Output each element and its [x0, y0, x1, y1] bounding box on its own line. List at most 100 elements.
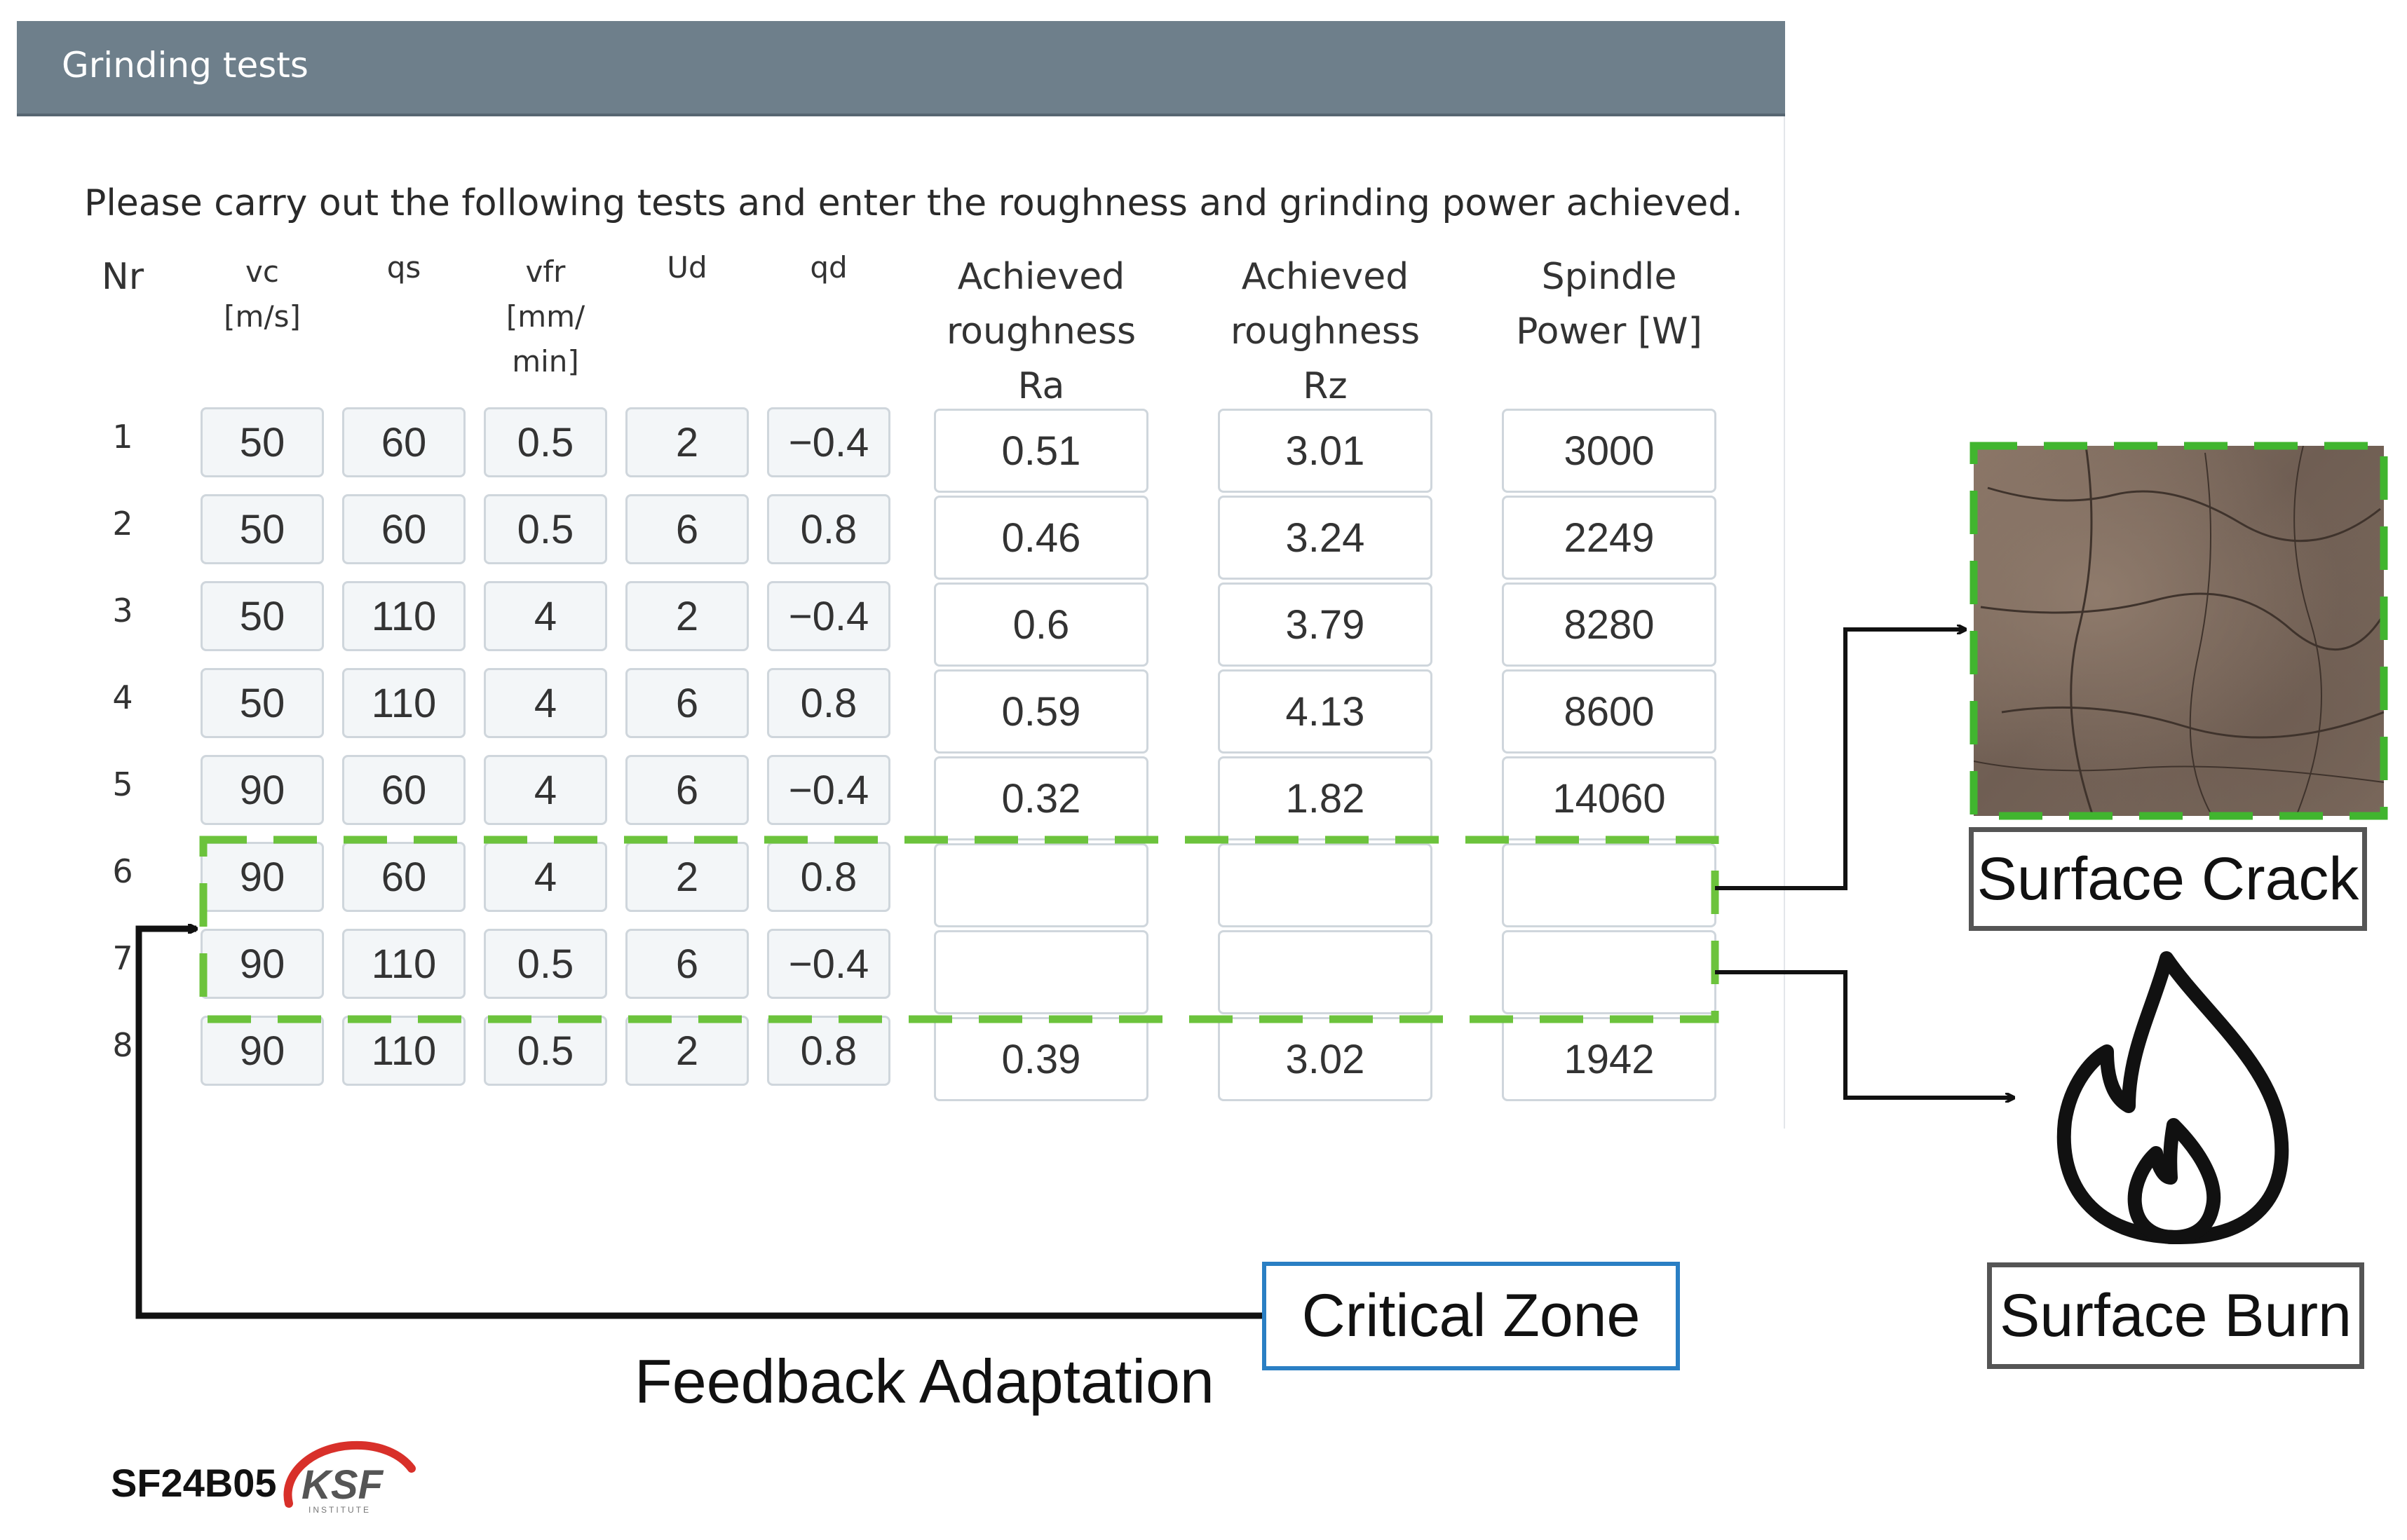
svg-text:KSF: KSF	[301, 1462, 384, 1508]
qs-input[interactable]: 110	[342, 668, 466, 738]
ud-input[interactable]: 6	[625, 755, 749, 825]
qs-input[interactable]: 60	[342, 494, 466, 564]
vfr-input[interactable]: 0.5	[484, 407, 607, 477]
qd-input[interactable]: 0.8	[767, 842, 890, 912]
ra-input[interactable]: 0.32	[934, 756, 1148, 840]
ra-input[interactable]: 0.51	[934, 409, 1148, 493]
rz-input[interactable]: 3.02	[1218, 1017, 1432, 1101]
ra-input[interactable]	[934, 930, 1148, 1014]
qs-input[interactable]: 60	[342, 842, 466, 912]
header-ra-line: Achieved	[957, 256, 1125, 298]
critical-zone-dashed-frame	[199, 836, 1719, 1023]
ra-input[interactable]: 0.46	[934, 496, 1148, 580]
ra-input[interactable]	[934, 843, 1148, 927]
vfr-input[interactable]: 4	[484, 755, 607, 825]
ud-input[interactable]: 2	[625, 407, 749, 477]
qs-input[interactable]: 110	[342, 1016, 466, 1086]
vfr-input[interactable]: 0.5	[484, 494, 607, 564]
header-power-line: Spindle	[1541, 256, 1677, 298]
header-rz: Achieved roughness Rz	[1218, 250, 1432, 414]
qd-input[interactable]: −0.4	[767, 581, 890, 651]
header-vc-line: vc	[245, 254, 279, 289]
figure-code: SF24B05	[111, 1461, 277, 1505]
header-qs: qs	[342, 245, 466, 290]
header-nr: Nr	[101, 256, 144, 298]
header-qd-line: qd	[810, 250, 848, 285]
header-rz-line: Achieved	[1241, 256, 1409, 298]
rz-input[interactable]: 3.79	[1218, 582, 1432, 667]
rz-input[interactable]: 3.01	[1218, 409, 1432, 493]
qs-input[interactable]: 60	[342, 407, 466, 477]
ud-input[interactable]: 6	[625, 668, 749, 738]
vc-input[interactable]: 50	[201, 407, 324, 477]
ud-input[interactable]: 6	[625, 494, 749, 564]
qd-input[interactable]: 0.8	[767, 494, 890, 564]
ra-input[interactable]: 0.39	[934, 1017, 1148, 1101]
vfr-input[interactable]: 4	[484, 668, 607, 738]
ud-input[interactable]: 6	[625, 929, 749, 999]
ra-input[interactable]: 0.6	[934, 582, 1148, 667]
vc-input[interactable]: 90	[201, 755, 324, 825]
qs-input[interactable]: 110	[342, 581, 466, 651]
vc-input[interactable]: 50	[201, 581, 324, 651]
feedback-adaptation-label: Feedback Adaptation	[635, 1347, 1214, 1416]
qd-input[interactable]: −0.4	[767, 929, 890, 999]
power-input[interactable]	[1502, 930, 1716, 1014]
qd-input[interactable]: 0.8	[767, 1016, 890, 1086]
power-input[interactable]	[1502, 843, 1716, 927]
header-qs-line: qs	[386, 250, 421, 285]
rz-input[interactable]	[1218, 843, 1432, 927]
panel-header: Grinding tests	[17, 21, 1785, 116]
ud-input[interactable]: 2	[625, 842, 749, 912]
qd-input[interactable]: −0.4	[767, 407, 890, 477]
vc-input[interactable]: 50	[201, 668, 324, 738]
vc-input[interactable]: 50	[201, 494, 324, 564]
rz-input[interactable]: 1.82	[1218, 756, 1432, 840]
ksf-logo-mark: KSF INSTITUTE	[283, 1440, 416, 1515]
power-input[interactable]: 8280	[1502, 582, 1716, 667]
rz-input[interactable]: 3.24	[1218, 496, 1432, 580]
ud-input[interactable]: 2	[625, 1016, 749, 1086]
surface-crack-photo	[1973, 445, 2385, 817]
row-number: 8	[112, 1026, 133, 1064]
header-ud: Ud	[625, 245, 749, 290]
qs-input[interactable]: 60	[342, 755, 466, 825]
power-input[interactable]: 3000	[1502, 409, 1716, 493]
qd-input[interactable]: 0.8	[767, 668, 890, 738]
header-vfr-line: [mm/	[506, 299, 585, 334]
connector-to-crack	[1715, 629, 1965, 890]
vfr-input[interactable]: 0.5	[484, 929, 607, 999]
vfr-input[interactable]: 4	[484, 581, 607, 651]
row-number: 4	[112, 679, 133, 716]
rz-input[interactable]	[1218, 930, 1432, 1014]
header-rz-line: Rz	[1303, 365, 1348, 407]
vc-input[interactable]: 90	[201, 929, 324, 999]
header-vc-line: [m/s]	[224, 299, 301, 334]
power-input[interactable]: 2249	[1502, 496, 1716, 580]
instructions-text: Please carry out the following tests and…	[84, 182, 1743, 224]
header-rz-line: roughness	[1230, 311, 1421, 353]
qs-input[interactable]: 110	[342, 929, 466, 999]
surface-burn-label: Surface Burn	[1987, 1262, 2364, 1369]
row-number: 3	[112, 592, 133, 629]
flame-icon	[2056, 951, 2289, 1244]
row-number: 1	[112, 418, 133, 456]
power-input[interactable]: 1942	[1502, 1017, 1716, 1101]
surface-crack-label: Surface Crack	[1969, 827, 2367, 931]
header-power-line: Power [W]	[1516, 311, 1702, 353]
header-ra: Achieved roughness Ra	[934, 250, 1148, 414]
power-input[interactable]: 8600	[1502, 669, 1716, 754]
qd-input[interactable]: −0.4	[767, 755, 890, 825]
ra-input[interactable]: 0.59	[934, 669, 1148, 754]
vc-input[interactable]: 90	[201, 1016, 324, 1086]
row-number: 2	[112, 505, 133, 543]
header-qd: qd	[767, 245, 890, 290]
header-vfr: vfr [mm/ min]	[484, 250, 607, 384]
vfr-input[interactable]: 0.5	[484, 1016, 607, 1086]
connector-to-burn	[1715, 970, 2014, 1098]
ud-input[interactable]: 2	[625, 581, 749, 651]
header-vfr-line: min]	[512, 344, 579, 379]
vfr-input[interactable]: 4	[484, 842, 607, 912]
vc-input[interactable]: 90	[201, 842, 324, 912]
rz-input[interactable]: 4.13	[1218, 669, 1432, 754]
